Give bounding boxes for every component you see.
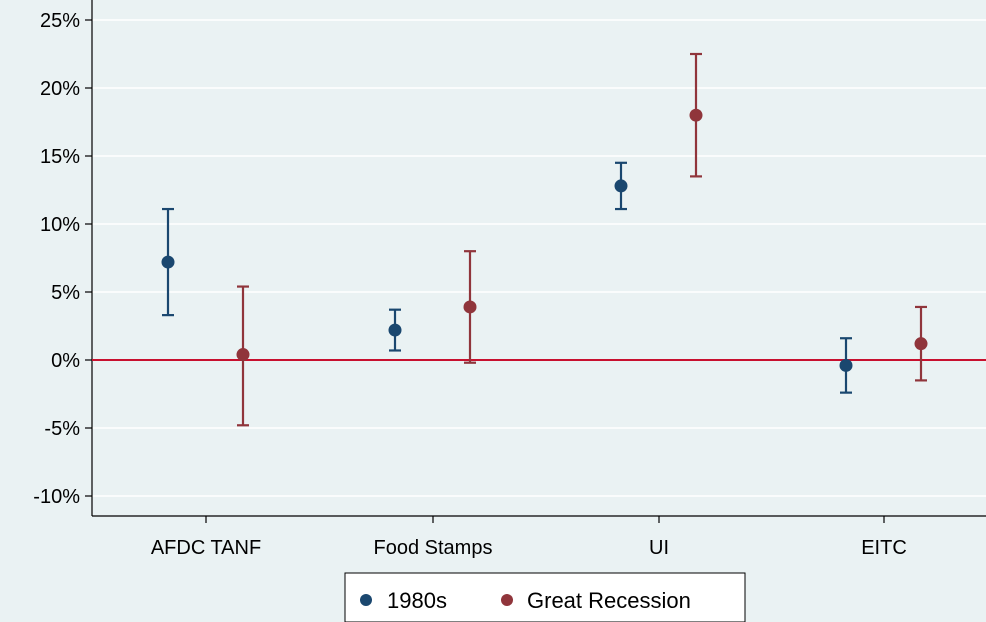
x-tick-label: Food Stamps xyxy=(374,537,493,559)
error-bar xyxy=(236,285,250,427)
data-point xyxy=(388,323,402,337)
x-tick-label: UI xyxy=(649,537,669,559)
y-tick-label: 0% xyxy=(51,350,80,372)
legend: 1980s Great Recession xyxy=(344,572,746,622)
error-bar xyxy=(161,207,175,317)
data-point xyxy=(161,255,175,269)
x-tick-label: AFDC TANF xyxy=(151,537,261,559)
legend-marker-great-recession xyxy=(501,594,513,606)
legend-label-great-recession: Great Recession xyxy=(527,588,691,613)
plot-area xyxy=(92,0,986,516)
y-axis-ticks: -10% -5% 0% 5% 10% 15% 20% 25% xyxy=(33,10,92,508)
data-point xyxy=(614,179,628,193)
data-point xyxy=(236,348,250,362)
error-bar xyxy=(614,161,628,211)
error-bar xyxy=(839,337,853,394)
data-point xyxy=(689,108,703,122)
x-tick-label: EITC xyxy=(861,537,907,559)
data-point xyxy=(463,300,477,314)
y-tick-label: -5% xyxy=(44,418,80,440)
error-bar xyxy=(388,308,402,352)
error-bar xyxy=(463,250,477,364)
y-tick-label: 20% xyxy=(40,78,80,100)
data-marks xyxy=(161,52,928,427)
data-point xyxy=(914,337,928,351)
error-bar xyxy=(689,52,703,178)
x-axis-ticks: AFDC TANF Food Stamps UI EITC xyxy=(151,516,907,559)
legend-box xyxy=(344,572,746,622)
y-tick-label: 25% xyxy=(40,10,80,32)
legend-label-1980s: 1980s xyxy=(387,588,447,613)
data-point xyxy=(839,358,853,372)
y-tick-label: -10% xyxy=(33,486,80,508)
legend-marker-1980s xyxy=(360,594,372,606)
error-bar xyxy=(914,305,928,382)
y-tick-label: 10% xyxy=(40,214,80,236)
y-tick-label: 5% xyxy=(51,282,80,304)
y-tick-label: 15% xyxy=(40,146,80,168)
